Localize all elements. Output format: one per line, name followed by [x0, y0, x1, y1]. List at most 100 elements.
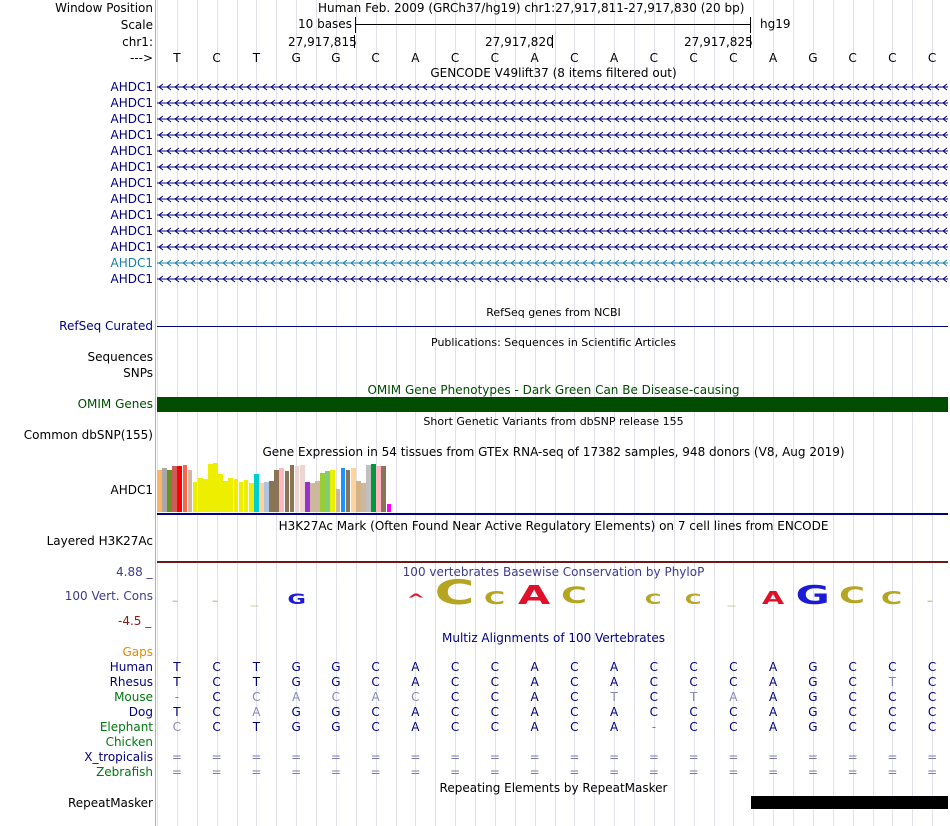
repeatmasker-track-title[interactable]: Repeating Elements by RepeatMasker	[439, 781, 668, 795]
dbsnp-track-title[interactable]: Short Genetic Variants from dbSNP releas…	[423, 415, 684, 428]
gtex-tissue-bar[interactable]	[310, 483, 315, 512]
gtex-tissue-bar[interactable]	[284, 471, 290, 512]
gene-feature[interactable]	[157, 211, 948, 219]
gtex-tissue-bar[interactable]	[299, 465, 305, 512]
gtex-tissue-bar[interactable]	[197, 478, 203, 512]
refseq-gene-line[interactable]	[157, 326, 948, 327]
gtex-tissue-bar[interactable]	[325, 471, 331, 512]
publications-label-snps[interactable]: SNPs	[123, 366, 153, 380]
refseq-label[interactable]: RefSeq Curated	[59, 319, 153, 333]
gtex-tissue-bar[interactable]	[218, 474, 223, 512]
gtex-tissue-bar[interactable]	[381, 466, 387, 512]
species-label[interactable]: X_tropicalis	[84, 750, 153, 764]
gtex-tissue-bar[interactable]	[223, 481, 229, 512]
omim-label[interactable]: OMIM Genes	[77, 397, 153, 411]
gene-label[interactable]: AHDC1	[110, 208, 154, 222]
gene-feature[interactable]	[157, 163, 948, 171]
gtex-tissue-bar[interactable]	[294, 466, 300, 512]
gtex-tissue-bar[interactable]	[238, 482, 244, 512]
gtex-tissue-bar[interactable]	[228, 478, 234, 512]
omim-track-title[interactable]: OMIM Gene Phenotypes - Dark Green Can Be…	[367, 383, 740, 397]
gtex-tissue-bar[interactable]	[269, 481, 274, 512]
gtex-tissue-bar[interactable]	[243, 480, 249, 512]
gtex-tissue-bar[interactable]	[274, 470, 280, 512]
gene-feature[interactable]	[157, 147, 948, 155]
gene-feature[interactable]	[157, 131, 948, 139]
species-label[interactable]: Elephant	[99, 720, 153, 734]
gtex-tissue-bar[interactable]	[279, 468, 285, 512]
repeatmasker-label[interactable]: RepeatMasker	[67, 796, 153, 810]
gtex-tissue-bar[interactable]	[259, 483, 264, 512]
gene-feature[interactable]	[157, 115, 948, 123]
gtex-track-title[interactable]: Gene Expression in 54 tissues from GTEx …	[262, 445, 845, 459]
gene-label[interactable]: AHDC1	[110, 96, 154, 110]
gtex-tissue-bar[interactable]	[386, 504, 392, 512]
species-label[interactable]: Mouse	[114, 690, 153, 704]
h3k27ac-track-title[interactable]: H3K27Ac Mark (Often Found Near Active Re…	[278, 519, 829, 533]
gtex-tissue-bar[interactable]	[167, 470, 172, 512]
gtex-tissue-bar[interactable]	[233, 479, 239, 512]
gene-feature[interactable]	[157, 275, 948, 283]
gtex-tissue-bar[interactable]	[366, 465, 371, 512]
gtex-tissue-bar[interactable]	[320, 473, 325, 512]
gene-label[interactable]: AHDC1	[110, 176, 154, 190]
gtex-tissue-bar[interactable]	[208, 464, 213, 512]
gtex-tissue-bar[interactable]	[172, 466, 178, 512]
multiz-track-title[interactable]: Multiz Alignments of 100 Vertebrates	[441, 631, 666, 645]
conservation-label[interactable]: 100 Vert. Cons	[64, 589, 153, 603]
gtex-tissue-bar[interactable]	[162, 468, 167, 512]
species-label[interactable]: Dog	[128, 705, 153, 719]
publications-track-title[interactable]: Publications: Sequences in Scientific Ar…	[431, 336, 676, 349]
gtex-tissue-bar[interactable]	[157, 470, 162, 512]
gene-label[interactable]: AHDC1	[110, 272, 154, 286]
gtex-tissue-bar[interactable]	[289, 465, 295, 512]
gtex-tissue-bar[interactable]	[315, 481, 320, 512]
gtex-tissue-bar[interactable]	[355, 481, 361, 512]
omim-feature-bar[interactable]	[157, 397, 948, 412]
gtex-tissue-bar[interactable]	[304, 482, 310, 512]
gtex-tissue-bar[interactable]	[361, 483, 366, 512]
species-label[interactable]: Chicken	[105, 735, 153, 749]
gtex-tissue-bar[interactable]	[248, 483, 254, 512]
conservation-track-title[interactable]: 100 vertebrates Basewise Conservation by…	[402, 565, 705, 579]
h3k27ac-label[interactable]: Layered H3K27Ac	[46, 534, 153, 548]
gene-feature[interactable]	[157, 259, 948, 267]
gene-label[interactable]: AHDC1	[110, 160, 154, 174]
gene-feature[interactable]	[157, 243, 948, 251]
gtex-tissue-bar[interactable]	[345, 470, 351, 512]
gtex-tissue-bar[interactable]	[192, 482, 198, 512]
gtex-tissue-bar[interactable]	[340, 468, 346, 512]
gtex-tissue-bar[interactable]	[376, 466, 382, 512]
gene-label[interactable]: AHDC1	[110, 256, 154, 270]
gencode-track-title[interactable]: GENCODE V49lift37 (8 items filtered out)	[430, 66, 677, 80]
refseq-track-title[interactable]: RefSeq genes from NCBI	[486, 306, 621, 319]
gtex-tissue-bar[interactable]	[335, 489, 341, 512]
gtex-tissue-bar[interactable]	[202, 479, 208, 512]
gene-feature[interactable]	[157, 83, 948, 91]
gene-label[interactable]: AHDC1	[110, 80, 154, 94]
gtex-tissue-bar[interactable]	[182, 465, 188, 512]
gene-feature[interactable]	[157, 179, 948, 187]
repeatmasker-element[interactable]	[751, 796, 948, 809]
gtex-tissue-bar[interactable]	[187, 470, 193, 512]
gene-label[interactable]: AHDC1	[110, 224, 154, 238]
species-label[interactable]: Zebrafish	[96, 765, 153, 779]
species-label[interactable]: Rhesus	[109, 675, 153, 689]
gtex-tissue-bar[interactable]	[253, 474, 259, 512]
gene-label[interactable]: AHDC1	[110, 144, 154, 158]
dbsnp-label[interactable]: Common dbSNP(155)	[23, 428, 153, 442]
gtex-gene-label[interactable]: AHDC1	[110, 483, 154, 497]
publications-label[interactable]: Sequences	[87, 350, 153, 364]
gene-label[interactable]: AHDC1	[110, 192, 154, 206]
gene-feature[interactable]	[157, 227, 948, 235]
gtex-tissue-bar[interactable]	[264, 482, 269, 512]
gene-feature[interactable]	[157, 195, 948, 203]
species-label[interactable]: Human	[109, 660, 153, 674]
gene-label[interactable]: AHDC1	[110, 112, 154, 126]
gtex-tissue-bar[interactable]	[371, 464, 376, 512]
gtex-tissue-bar[interactable]	[330, 470, 336, 512]
gene-feature[interactable]	[157, 99, 948, 107]
gtex-tissue-bar[interactable]	[350, 468, 356, 512]
gtex-tissue-bar[interactable]	[213, 463, 218, 512]
gene-label[interactable]: AHDC1	[110, 240, 154, 254]
